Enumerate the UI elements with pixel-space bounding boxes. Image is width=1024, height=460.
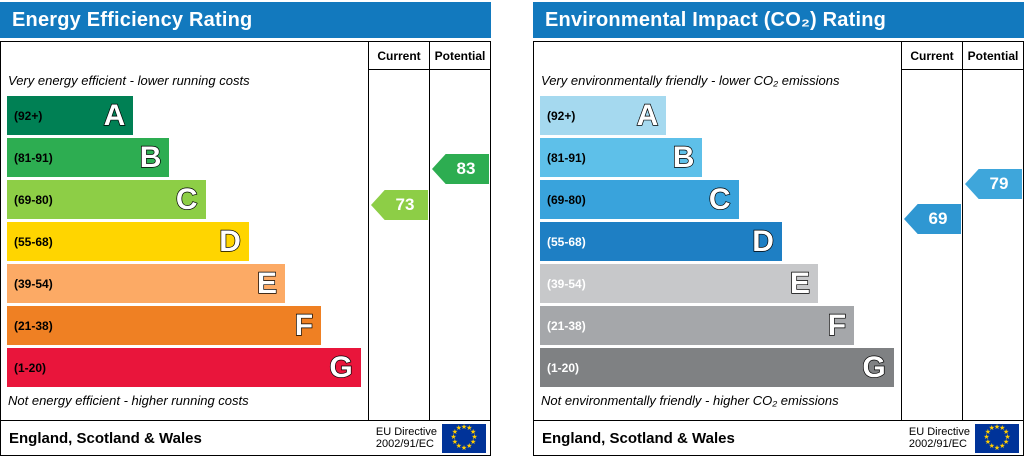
band-letter: C: [708, 182, 731, 216]
caption-top: Very energy efficient - lower running co…: [8, 73, 250, 88]
current-rating-value: 69: [928, 209, 948, 228]
band-row-e: (39-54) E: [1, 264, 368, 306]
environmental-chart-main: Very environmentally friendly - lower CO…: [534, 42, 1023, 420]
energy-bands: (92+) A (81-91) B (69-80: [1, 96, 368, 390]
band-range-label: (69-80): [14, 192, 53, 207]
current-column-header: Current: [902, 42, 962, 70]
caption-bottom: Not environmentally friendly - higher CO…: [541, 393, 839, 408]
band-bar-b: (81-91) B: [7, 138, 170, 177]
band-letter: A: [103, 98, 126, 132]
band-row-a: (92+) A: [1, 96, 368, 138]
caption-bottom: Not energy efficient - higher running co…: [8, 393, 249, 408]
chart-footer: England, Scotland & Wales EU Directive 2…: [1, 420, 490, 455]
energy-chart-box: Very energy efficient - lower running co…: [0, 41, 491, 456]
environmental-chart-box: Very environmentally friendly - lower CO…: [533, 41, 1024, 456]
energy-chart-main: Very energy efficient - lower running co…: [1, 42, 490, 420]
band-letter: F: [827, 308, 847, 342]
environmental-bands-area: Very environmentally friendly - lower CO…: [534, 42, 901, 420]
band-range-label: (39-54): [14, 276, 53, 291]
current-rating-value: 73: [395, 195, 415, 214]
region-label: England, Scotland & Wales: [542, 429, 735, 447]
potential-column: Potential 83: [429, 42, 490, 420]
band-range-label: (81-91): [547, 150, 586, 165]
band-row-e: (39-54) E: [534, 264, 901, 306]
band-range-label: (92+): [14, 108, 43, 123]
band-letter: D: [751, 224, 774, 258]
energy-chart-title-bar: Energy Efficiency Rating: [0, 2, 491, 38]
band-range-label: (92+): [547, 108, 576, 123]
band-row-f: (21-38) F: [1, 306, 368, 348]
current-rating-pointer: 69: [904, 204, 961, 234]
band-row-b: (81-91) B: [1, 138, 368, 180]
band-letter: E: [789, 266, 810, 300]
band-bar-c: (69-80) C: [540, 180, 739, 219]
band-row-g: (1-20) G: [1, 348, 368, 390]
band-bar-a: (92+) A: [7, 96, 134, 135]
band-row-a: (92+) A: [534, 96, 901, 138]
energy-chart-title: Energy Efficiency Rating: [12, 9, 253, 31]
environmental-chart-title: Environmental Impact (CO₂) Rating: [545, 9, 887, 31]
band-bar-a: (92+) A: [540, 96, 667, 135]
environmental-bands: (92+) A (81-91) B (69-80: [534, 96, 901, 390]
energy-bands-area: Very energy efficient - lower running co…: [1, 42, 368, 420]
band-row-c: (69-80) C: [534, 180, 901, 222]
band-letter: B: [139, 140, 162, 174]
band-letter: A: [636, 98, 659, 132]
potential-rating-pointer: 83: [432, 154, 489, 184]
region-label: England, Scotland & Wales: [9, 429, 202, 447]
band-letter: E: [256, 266, 277, 300]
caption-top: Very environmentally friendly - lower CO…: [541, 73, 840, 88]
band-bar-e: (39-54) E: [7, 264, 285, 303]
band-bar-f: (21-38) F: [540, 306, 855, 345]
eu-directive-label: EU Directive 2002/91/EC: [908, 426, 970, 450]
band-row-f: (21-38) F: [534, 306, 901, 348]
current-column: Current 69: [901, 42, 962, 420]
chart-footer: England, Scotland & Wales EU Directive 2…: [534, 420, 1023, 455]
band-bar-f: (21-38) F: [7, 306, 322, 345]
band-range-label: (21-38): [547, 318, 586, 333]
current-column-header: Current: [369, 42, 429, 70]
band-bar-c: (69-80) C: [7, 180, 206, 219]
band-range-label: (55-68): [14, 234, 53, 249]
band-row-d: (55-68) D: [1, 222, 368, 264]
potential-column-header: Potential: [963, 42, 1023, 70]
eu-flag-icon: ★ ★ ★ ★ ★ ★ ★ ★ ★ ★ ★ ★: [975, 423, 1019, 453]
band-letter: D: [218, 224, 241, 258]
environmental-impact-chart: Environmental Impact (CO₂) Rating Very e…: [533, 2, 1024, 456]
band-letter: G: [329, 350, 354, 384]
eu-directive-label: EU Directive 2002/91/EC: [375, 426, 437, 450]
band-range-label: (39-54): [547, 276, 586, 291]
band-range-label: (55-68): [547, 234, 586, 249]
band-range-label: (1-20): [547, 360, 580, 375]
band-letter: C: [175, 182, 198, 216]
band-row-d: (55-68) D: [534, 222, 901, 264]
band-bar-b: (81-91) B: [540, 138, 703, 177]
potential-column: Potential 79: [962, 42, 1023, 420]
potential-rating-pointer: 79: [965, 169, 1022, 199]
potential-rating-value: 83: [456, 159, 476, 178]
potential-rating-value: 79: [989, 174, 1009, 193]
current-column: Current 73: [368, 42, 429, 420]
band-range-label: (69-80): [547, 192, 586, 207]
band-bar-g: (1-20) G: [540, 348, 894, 387]
band-row-g: (1-20) G: [534, 348, 901, 390]
band-row-c: (69-80) C: [1, 180, 368, 222]
eu-flag-icon: ★ ★ ★ ★ ★ ★ ★ ★ ★ ★ ★ ★: [442, 423, 486, 453]
band-bar-d: (55-68) D: [7, 222, 249, 261]
band-row-b: (81-91) B: [534, 138, 901, 180]
band-range-label: (1-20): [14, 360, 47, 375]
band-letter: G: [862, 350, 887, 384]
band-range-label: (81-91): [14, 150, 53, 165]
current-rating-pointer: 73: [371, 190, 428, 220]
potential-column-header: Potential: [430, 42, 490, 70]
band-range-label: (21-38): [14, 318, 53, 333]
band-bar-g: (1-20) G: [7, 348, 361, 387]
environmental-chart-title-bar: Environmental Impact (CO₂) Rating: [533, 2, 1024, 38]
band-letter: F: [294, 308, 314, 342]
energy-efficiency-chart: Energy Efficiency Rating Very energy eff…: [0, 2, 491, 456]
band-bar-e: (39-54) E: [540, 264, 818, 303]
band-letter: B: [672, 140, 695, 174]
band-bar-d: (55-68) D: [540, 222, 782, 261]
